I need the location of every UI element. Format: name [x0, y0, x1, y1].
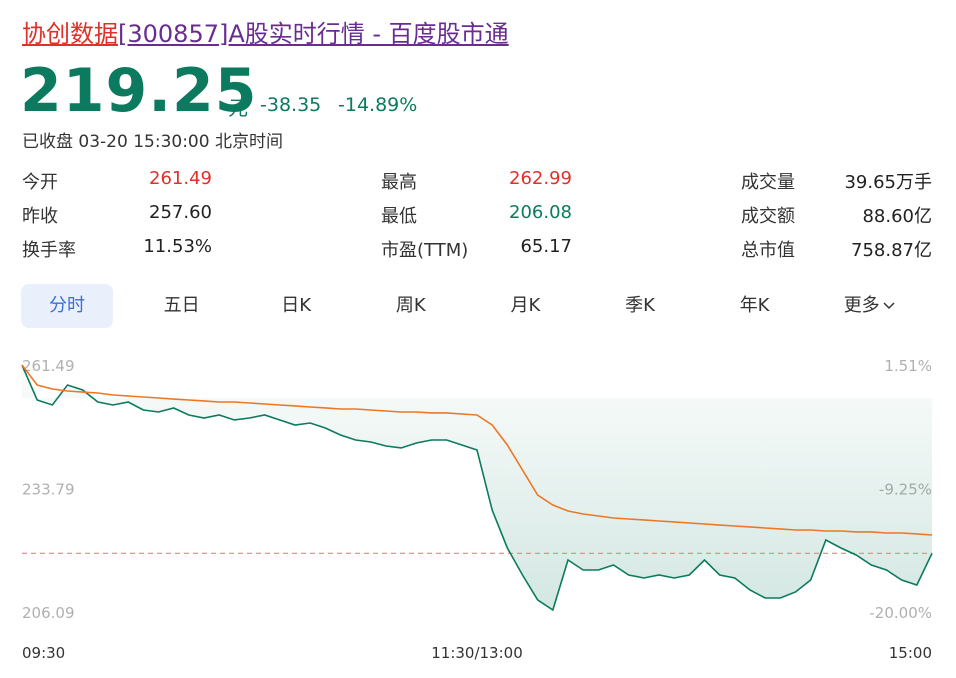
stat-value: 65.17 [520, 236, 572, 257]
tab[interactable]: 分时 [21, 284, 113, 328]
stat-label: 市盈(TTM) [381, 240, 469, 261]
stat-value: 88.60亿 [862, 206, 932, 227]
x-tick-label: 11:30/13:00 [431, 644, 523, 662]
chevron [883, 302, 895, 310]
tab[interactable]: 五日 [163, 295, 200, 316]
market-status: 已收盘 03-20 15:30:00 北京时间 [22, 132, 283, 152]
stat-label: 成交量 [741, 172, 795, 193]
page-title[interactable]: 协创数据[300857]A股实时行情 - 百度股市通 [22, 14, 509, 49]
price-change-pct: -14.89% [338, 94, 418, 116]
stat-value: 257.60 [149, 202, 212, 223]
price: 219.25 [20, 56, 258, 126]
series-line [21, 364, 933, 536]
y2-tick-label: -9.25% [879, 481, 932, 499]
stat-label: 最高 [381, 172, 417, 193]
stat-value: 261.49 [149, 168, 212, 189]
price-area [22, 365, 932, 610]
x-tick-label: 09:30 [22, 644, 65, 662]
stat-label: 换手率 [22, 240, 76, 261]
y-tick-label: 261.49 [22, 357, 75, 375]
stat-value: 262.99 [509, 168, 572, 189]
series-line [21, 364, 933, 612]
stat-label: 总市值 [741, 240, 795, 261]
title-link[interactable]: [300857]A股实时行情 - 百度股市通 [118, 20, 509, 48]
stock-name-link[interactable]: 协创数据 [22, 20, 118, 48]
price-change: -38.35 [260, 94, 322, 116]
stat-value: 39.65万手 [844, 172, 932, 193]
stat-value: 206.08 [509, 202, 572, 223]
stat-label: 成交额 [741, 206, 795, 227]
tab[interactable]: 日K [281, 295, 312, 316]
chevron-icon [883, 302, 895, 310]
stat-value: 758.87亿 [851, 240, 932, 261]
y-tick-label: 233.79 [22, 481, 75, 499]
stat-value: 11.53% [143, 236, 212, 257]
y2-tick-label: 1.51% [884, 357, 932, 375]
stat-label: 最低 [381, 206, 417, 227]
stat-label: 今开 [22, 172, 58, 193]
x-tick-label: 15:00 [889, 644, 932, 662]
stat-label: 昨收 [22, 206, 58, 227]
y-tick-label: 206.09 [22, 604, 75, 622]
tab[interactable]: 季K [625, 295, 655, 316]
tab[interactable]: 月K [510, 295, 541, 316]
y2-tick-label: -20.00% [869, 604, 932, 622]
tab[interactable]: 周K [395, 295, 426, 316]
tab[interactable]: 年K [739, 295, 770, 316]
price-unit: 元 [228, 96, 248, 120]
tab[interactable]: 更多 [823, 284, 915, 328]
